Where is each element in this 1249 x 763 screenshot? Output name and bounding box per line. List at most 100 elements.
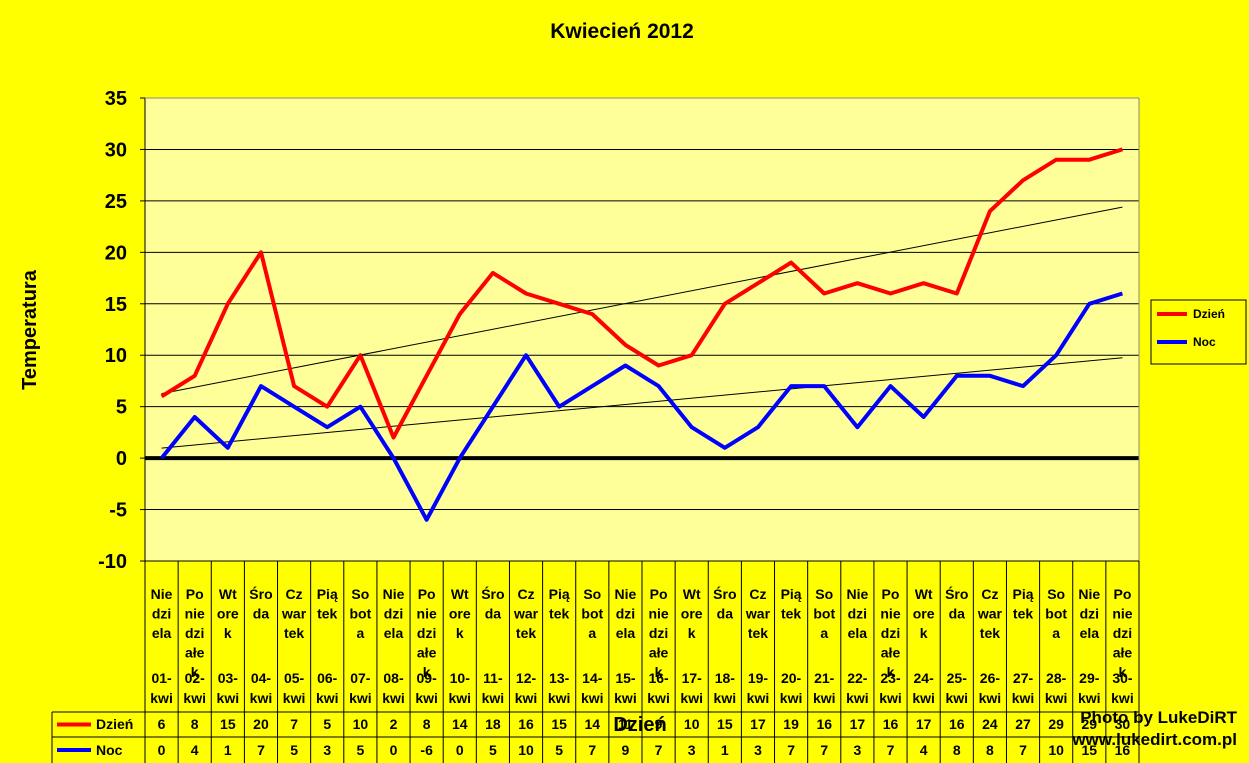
date-label: 13-kwi	[548, 670, 571, 706]
date-label: 07-kwi	[349, 670, 372, 706]
data-value: 8	[953, 742, 961, 758]
data-value: 7	[655, 742, 663, 758]
weekday-label: Śro da	[481, 585, 504, 622]
y-tick-label: 35	[105, 88, 127, 110]
y-tick-label: 20	[105, 242, 127, 264]
data-value: 7	[290, 716, 298, 732]
legend-label-night: Noc	[1193, 335, 1216, 349]
weekday-label: Wt ore k	[681, 586, 703, 641]
data-value: 1	[721, 742, 729, 758]
legend-box	[1150, 299, 1247, 365]
date-label: 24-kwi	[912, 670, 935, 706]
weekday-label: So bot a	[349, 586, 371, 641]
data-value: 19	[783, 716, 799, 732]
date-label: 20-kwi	[780, 670, 803, 706]
y-axis-ticks: -10 -5 0 5 10 15 20 25 30 35	[98, 88, 127, 573]
data-value: 5	[356, 742, 364, 758]
data-value: 11	[618, 716, 633, 732]
data-value: 0	[390, 742, 398, 758]
data-value: 3	[754, 742, 762, 758]
data-value: 16	[518, 716, 534, 732]
weekday-label: Cz war tek	[513, 586, 539, 641]
data-value: 15	[551, 716, 567, 732]
y-tick-label: 0	[116, 448, 127, 470]
data-value: 2	[390, 716, 398, 732]
data-value: 14	[452, 716, 468, 732]
date-label: 22-kwi	[846, 670, 869, 706]
date-label: 19-kwi	[747, 670, 770, 706]
date-label: 30-kwi	[1111, 670, 1134, 706]
date-label: 09-kwi	[415, 670, 438, 706]
date-label: 08-kwi	[382, 670, 405, 706]
weekday-label: Po nie dzi ałe k	[1112, 586, 1132, 680]
data-value: 3	[323, 742, 331, 758]
date-label: 02-kwi	[183, 670, 206, 706]
date-label: 23-kwi	[879, 670, 902, 706]
date-label: 16-kwi	[647, 670, 670, 706]
weekday-label: Pią tek	[1013, 586, 1034, 622]
data-value: 17	[850, 716, 866, 732]
data-value: 17	[750, 716, 766, 732]
data-value: 17	[916, 716, 932, 732]
y-tick-label: 25	[105, 191, 127, 213]
chart-title: Kwiecień 2012	[550, 20, 694, 43]
legend: Dzień Noc	[1150, 299, 1247, 365]
data-value: 8	[986, 742, 994, 758]
plot-area	[145, 98, 1139, 561]
data-value: 8	[191, 716, 199, 732]
weekday-label: Cz war tek	[745, 586, 771, 641]
weekday-label: Pią tek	[317, 586, 338, 622]
data-value: 16	[949, 716, 965, 732]
y-tick-label: 15	[105, 294, 127, 316]
weekday-label: So bot a	[813, 586, 835, 641]
weekday-label: Po nie dzi ałe k	[648, 586, 668, 680]
y-tick-label: -5	[109, 500, 127, 522]
data-value: -6	[420, 742, 433, 758]
data-value: 9	[622, 742, 630, 758]
data-value: 15	[717, 716, 733, 732]
weekday-label: Nie dzi ela	[615, 586, 637, 641]
date-label: 11-kwi	[482, 670, 505, 706]
data-value: 5	[555, 742, 563, 758]
y-tick-label: 5	[116, 397, 127, 419]
y-tick-label: -10	[98, 551, 127, 573]
date-label: 25-kwi	[945, 670, 968, 706]
weekday-label: Nie dzi ela	[846, 586, 868, 641]
weekday-label: Nie dzi ela	[383, 586, 405, 641]
data-value: 7	[887, 742, 895, 758]
data-value: 3	[853, 742, 861, 758]
data-value: 5	[323, 716, 331, 732]
weekday-label: Śro da	[249, 585, 272, 622]
date-label: 10-kwi	[448, 670, 471, 706]
y-tick-label: 10	[105, 345, 127, 367]
series-lines	[160, 147, 1123, 522]
data-value: 27	[1015, 716, 1031, 732]
date-label: 01-kwi	[150, 670, 173, 706]
weekday-label: So bot a	[581, 586, 603, 641]
data-table: Nie dzi ela 01-kwi Po nie dzi ałe k 02-kwi Wt ore k 0…	[51, 560, 1140, 763]
series-line-night	[160, 291, 1123, 522]
credit-line-2: www.lukedirt.com.pl	[1071, 730, 1237, 749]
data-value: 10	[684, 716, 700, 732]
data-value: 7	[588, 742, 596, 758]
weekday-label: Wt ore k	[913, 586, 935, 641]
y-axis-label: Temperatura	[19, 269, 41, 390]
data-value: 29	[1048, 716, 1064, 732]
weekday-label: Po nie dzi ałe k	[880, 586, 900, 680]
y-tick-label: 30	[105, 139, 127, 161]
table-row-label-day: Dzień	[96, 716, 133, 732]
data-value: 16	[883, 716, 899, 732]
data-value: 24	[982, 716, 998, 732]
data-value: 6	[158, 716, 166, 732]
data-value: 0	[158, 742, 166, 758]
data-value: 30	[1115, 716, 1131, 732]
date-label: 27-kwi	[1012, 670, 1035, 706]
weekday-label: Nie dzi ela	[1078, 586, 1100, 641]
data-value: 15	[220, 716, 236, 732]
data-value: 4	[920, 742, 928, 758]
legend-label-day: Dzień	[1193, 307, 1225, 321]
data-value: 7	[787, 742, 795, 758]
date-label: 26-kwi	[979, 670, 1002, 706]
date-label: 05-kwi	[283, 670, 306, 706]
